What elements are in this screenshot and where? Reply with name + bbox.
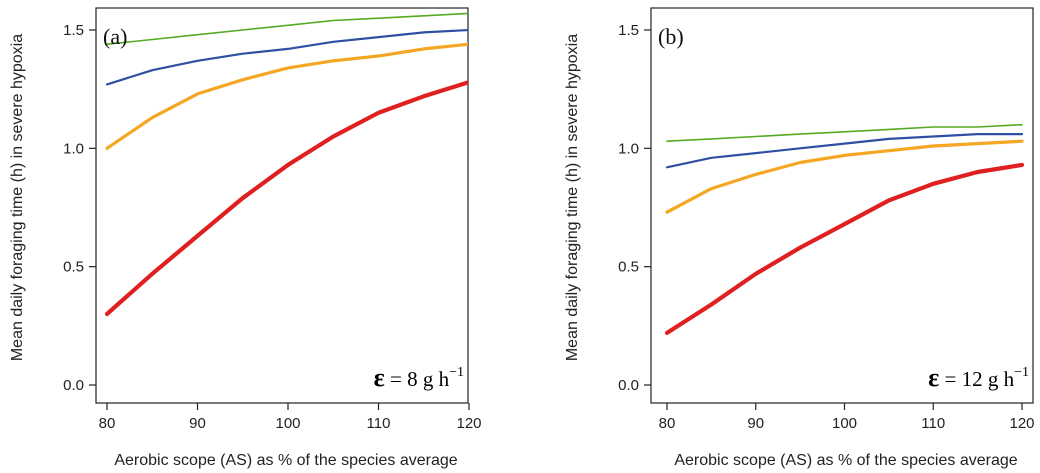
x-tick-label: 110 [921,415,945,432]
x-tick-label: 90 [747,415,764,432]
panel-label: (a) [103,24,127,49]
series-line-4 [667,165,1022,333]
x-axis-label: Aerobic scope (AS) as % of the species a… [674,452,1017,469]
y-tick-label: 1.0 [63,140,84,157]
y-tick-label: 0.5 [63,259,84,276]
y-axis-label: Mean daily foraging time (h) in severe h… [564,34,581,361]
series-group [667,125,1022,333]
epsilon-annotation: ε = 8 g h−1 [374,363,464,392]
x-tick-label: 80 [659,415,676,432]
series-line-3 [667,141,1022,212]
x-tick-label: 90 [189,415,206,432]
epsilon-annotation: ε = 12 g h−1 [928,363,1029,392]
series-group [107,13,469,314]
x-tick-label: 80 [99,415,116,432]
series-line-3 [107,44,469,148]
x-tick-label: 100 [832,415,857,432]
y-tick-label: 1.5 [618,22,639,39]
plot-frame [651,8,1033,403]
y-tick-label: 0.0 [63,377,84,394]
x-tick-label: 120 [1009,415,1034,432]
y-tick-label: 1.5 [63,22,84,39]
y-tick-label: 1.0 [618,140,639,157]
series-line-4 [107,82,469,314]
y-axis-label: Mean daily foraging time (h) in severe h… [9,34,26,361]
series-line-1 [667,125,1022,142]
y-tick-label: 0.0 [618,377,639,394]
x-tick-label: 100 [275,415,300,432]
series-line-1 [107,13,469,44]
y-tick-label: 0.5 [618,259,639,276]
panel-label: (b) [658,24,684,49]
x-tick-label: 120 [456,415,481,432]
x-tick-label: 110 [367,415,391,432]
panel-a: 80 90 100 110 120 0.0 0.5 1.0 1.5 Aerobic scope (… [9,8,482,469]
x-axis-label: Aerobic scope (AS) as % of the species a… [114,452,457,469]
plot-frame [96,8,468,403]
panel-b: 80 90 100 110 120 0.0 0.5 1.0 1.5 Aerobic scope (… [564,8,1035,469]
